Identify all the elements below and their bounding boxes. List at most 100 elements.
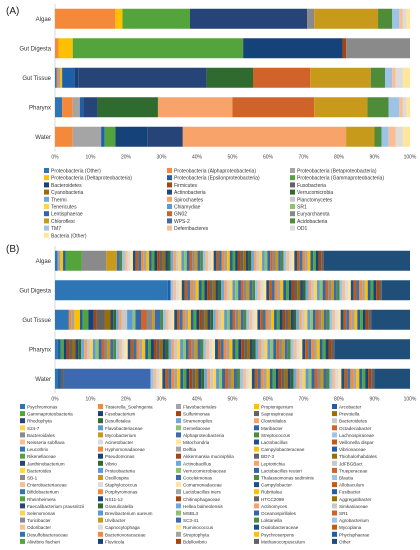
bar-segment-algae-pseudomonas — [154, 250, 158, 271]
legend-swatch — [254, 411, 259, 417]
bar-segment-pharynx-mycoplana — [305, 339, 309, 360]
bar-segment-water-actinomyces — [296, 368, 300, 389]
bar-segment-gut-tissue-vibrionaceae — [190, 309, 194, 330]
legend-label: Proteobacteria (Epsilonproteobacteria) — [174, 176, 260, 182]
bar-segment-gut-digesta-ruminococcus — [348, 280, 351, 301]
legend-swatch — [254, 432, 259, 438]
legend-label: Bacteriovoracaceae — [105, 532, 146, 537]
legend-label: Tenericutes — [51, 205, 77, 211]
x-tick-label: 50% — [227, 397, 238, 403]
bar-segment-algae-loktanella — [280, 250, 284, 271]
legend-swatch — [20, 460, 25, 466]
bar-segment-gut-digesta-bd7-3 — [209, 280, 213, 301]
legend-label: Pseudomonas — [105, 454, 135, 459]
bar-segment-pharynx-neisseria-subflava — [119, 339, 122, 360]
bar-segment-water-capnocytophaga — [335, 368, 339, 389]
legend-label: Streptococcus — [261, 433, 291, 438]
bar-segment-gut-digesta-actinomyces — [308, 280, 312, 301]
legend-label: TM7 — [51, 226, 61, 232]
bar-segment-water-lactobacillus — [162, 368, 166, 389]
bar-segment-algae-aliivibrio-fischeri — [313, 250, 316, 271]
legend-label: Stramenopiles — [183, 419, 213, 424]
bar-segment-algae-bd7-3 — [159, 250, 163, 271]
legend-swatch — [98, 439, 103, 445]
bar-segment-gut-digesta-comamonadaceae — [263, 280, 267, 301]
bar-segment-gut-tissue-deferribacteres — [392, 67, 396, 88]
bar-segment-pharynx-bacteriovoracaceae — [311, 339, 314, 360]
bar-segment-pharynx-bifidobacterium — [220, 339, 224, 360]
legend-label: Proteobacteria — [105, 468, 135, 473]
legend-label: Gammaproteobacteria — [27, 412, 73, 417]
bar-segment-gut-digesta-neisseria-subflava — [173, 280, 177, 301]
bar-segment-gut-digesta-vibrionaceae — [198, 280, 202, 301]
bar-segment-algae-psychroserpens — [307, 250, 311, 271]
bar-segment-gut-tissue-aggregatibacter — [287, 309, 291, 330]
bar-segment-algae-alphaproteobacteria — [116, 250, 120, 271]
bar-segment-gut-tissue-rikenellaceae — [193, 309, 197, 330]
bar-segment-algae-oxalobacteraceae — [294, 250, 298, 271]
bar-segment-algae-actinomyces — [254, 250, 257, 271]
bar-segment-water-tm7 — [381, 126, 389, 147]
bar-segment-pharynx-verrucomicrobia — [97, 97, 158, 118]
bar-segment-pharynx-octadecabacter — [101, 339, 105, 360]
bar-segment-algae-turicibacter — [272, 250, 276, 271]
bar-segment-pharynx-proteobacteria-epsilonproteobacteria — [79, 97, 84, 118]
legend-label: Ruminococcus — [183, 525, 214, 530]
bar-segment-gut-tissue-thiohalorhabdales — [204, 309, 208, 330]
bar-segment-pharynx-oscillospira — [194, 339, 198, 360]
bar-segment-gut-digesta-allobaculum — [269, 280, 272, 301]
bar-segment-algae-flavobacteriales — [57, 250, 61, 271]
bar-segment-gut-digesta-aggregatibacter — [297, 280, 301, 301]
legend-label: Verrucomicrobia — [297, 190, 333, 196]
bar-segment-pharynx-lactobacillus-reuteri — [185, 339, 189, 360]
bar-segment-water-proteobacteria-alphaproteobacteria — [55, 126, 73, 147]
legend-label: BD7-3 — [261, 454, 274, 459]
bar-segment-algae-mitochondria — [130, 250, 133, 271]
bar-segment-water-phycisphaerae — [359, 368, 363, 389]
bar-segment-algae-enterobacteriaceae — [205, 250, 209, 271]
bar-segment-water-mycoplana — [344, 368, 348, 389]
bar-segment-gut-tissue-lactobacillus-iners — [268, 309, 272, 330]
bar-segment-algae-chitinophagaceae — [237, 250, 241, 271]
bar-segment-gut-tissue-proteobacteria-other — [55, 67, 57, 88]
legend-swatch — [176, 432, 181, 438]
bar-segment-pharynx-mycobacterium — [107, 339, 111, 360]
legend-swatch — [254, 475, 259, 480]
legend-swatch — [176, 418, 181, 424]
legend-swatch — [332, 510, 337, 516]
legend-label: Akkermansia muciniphila — [183, 454, 234, 459]
x-tick-label: 70% — [298, 155, 309, 161]
bar-segment-algae-euryarchaeota — [307, 8, 315, 29]
legend-label: Aliivibrio fischeri — [27, 539, 60, 544]
bar-segment-water-pseudomonas — [186, 368, 190, 389]
legend-label: Turicibacter — [27, 518, 51, 523]
legend-label: MSBL3 — [183, 511, 199, 516]
bar-segment-gut-digesta-chitinophagaceae — [291, 280, 295, 301]
bar-segment-algae-campylobacter — [213, 250, 217, 271]
legend-swatch — [20, 475, 25, 480]
bar-segment-pharynx-stramenopiles — [81, 339, 85, 360]
legend-swatch — [254, 510, 259, 516]
bar-segment-gut-digesta-proteobacteria-alphaproteobacteria — [55, 38, 59, 59]
bar-segment-pharynx-oxalobacteraceae — [302, 339, 306, 360]
bar-segment-algae-campylobacteraceae — [146, 250, 150, 271]
x-tick-label: 0% — [51, 397, 59, 403]
bar-segment-water-hyphomonadaceae — [171, 368, 175, 389]
category-label: Algae — [36, 259, 52, 265]
bar-segment-water-ulvibacter — [320, 368, 324, 389]
bar-segment-water-bacteroidetes — [115, 126, 148, 147]
bar-segment-water-actinobacillus — [204, 368, 208, 389]
bar-segment-pharynx-coceleimonas — [197, 339, 201, 360]
bar-segment-algae-rubritalea — [227, 250, 230, 271]
bar-segment-water-psychromonas — [55, 368, 58, 389]
bar-segment-algae-vibrio — [167, 250, 171, 271]
legend-swatch — [176, 439, 181, 445]
legend-label: Tissierella_Soehngenia — [105, 405, 153, 410]
legend-swatch — [254, 453, 259, 459]
legend-label: Thermi — [51, 197, 67, 203]
bar-segment-gut-digesta-hellea-balneolensis — [305, 280, 309, 301]
panel-b-label: (B) — [6, 244, 19, 255]
bar-segment-water-proteobacteria-betaproteobacteria — [72, 126, 102, 147]
legend-label: Chitinophagaceae — [183, 497, 220, 502]
